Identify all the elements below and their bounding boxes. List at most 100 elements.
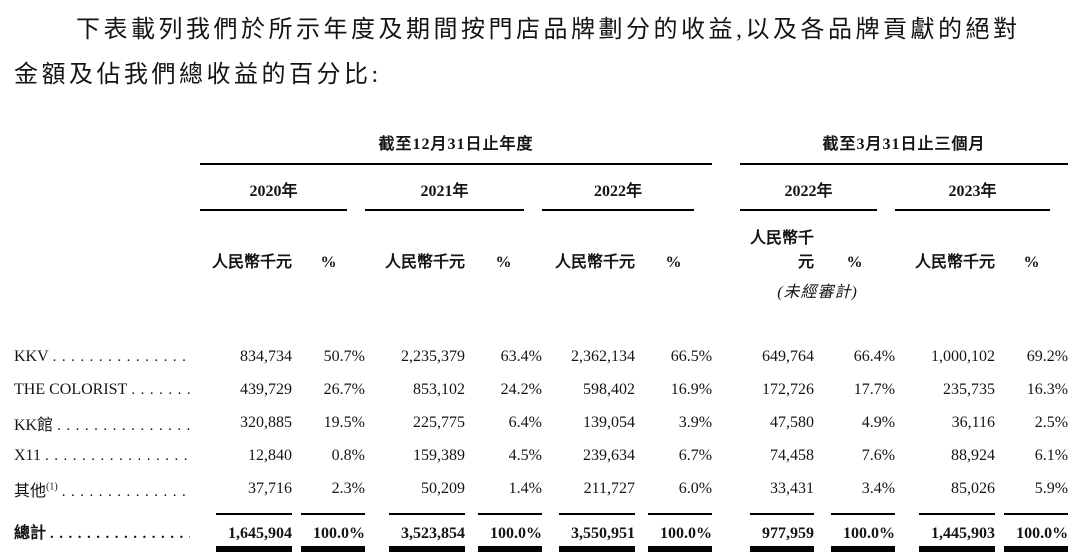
unit-header-amount: 人民幣千元	[211, 254, 292, 271]
pct-cell: 0.8%	[331, 446, 365, 464]
table-row-the-colorist: THE COLORIST 439,729 26.7% 853,102 24.2%…	[14, 373, 1068, 406]
total-pct-cell: 100.0%	[301, 512, 365, 552]
pct-cell: 69.2%	[1026, 347, 1069, 365]
total-amount-cell: 1,445,903	[919, 512, 996, 552]
amount-cell: 853,102	[413, 380, 465, 398]
year-header-2021: 2021年	[365, 165, 524, 211]
pct-cell: 16.9%	[670, 380, 713, 398]
total-row: 總計 1,645,904 100.0% 3,523,854 100.0% 3,5…	[14, 505, 1069, 557]
amount-cell: 439,729	[240, 380, 292, 398]
pct-cell: 4.5%	[508, 446, 542, 464]
pct-cell: 3.9%	[678, 413, 713, 431]
row-label: THE COLORIST	[14, 380, 128, 398]
intro-line-1: 下表載列我們於所示年度及期間按門店品牌劃分的收益,以及各品牌貢獻的絕對	[76, 17, 1021, 43]
year-header-row: 2020年 2021年 2022年 2022年 2023年	[14, 165, 1068, 211]
amount-cell: 172,726	[762, 380, 815, 398]
leader-dots	[62, 484, 190, 501]
unaudited-note: (未經審計)	[777, 284, 858, 301]
leader-dots	[45, 448, 190, 465]
year-header-2022q1: 2022年	[740, 165, 878, 211]
amount-cell: 12,840	[248, 446, 292, 464]
amount-cell: 88,924	[951, 446, 996, 464]
pct-cell: 6.0%	[678, 479, 713, 497]
row-label: KKV	[14, 347, 49, 365]
pct-cell: 6.4%	[508, 413, 542, 431]
row-label: 其他	[14, 482, 47, 500]
unit-header-amount: 人民幣千元	[915, 254, 996, 271]
amount-cell: 139,054	[583, 413, 635, 431]
revenue-by-brand-table: 截至12月31日止年度 截至3月31日止三個月 2020年 2021年 2022…	[14, 130, 1069, 557]
table-row-kk-guan: KK館 320,885 19.5% 225,775 6.4% 139,054 3…	[14, 406, 1068, 439]
unit-header-pct: %	[495, 254, 512, 271]
unit-header-amount: 人民幣千元	[554, 254, 635, 271]
pct-cell: 4.9%	[861, 413, 896, 431]
intro-paragraph: 下表載列我們於所示年度及期間按門店品牌劃分的收益,以及各品牌貢獻的絕對 金額及佔…	[14, 8, 1068, 98]
pct-cell: 1.4%	[508, 479, 542, 497]
amount-cell: 211,727	[583, 479, 635, 497]
amount-cell: 36,116	[951, 413, 996, 431]
amount-cell: 2,235,379	[401, 347, 465, 365]
pct-cell: 6.7%	[678, 446, 713, 464]
total-pct-cell: 100.0%	[1004, 512, 1069, 552]
amount-cell: 235,735	[943, 380, 996, 398]
group-header-three-months: 截至3月31日止三個月	[740, 130, 1069, 165]
pct-cell: 3.4%	[861, 479, 896, 497]
unit-header-amount: 人民幣千元	[384, 254, 465, 271]
amount-cell: 50,209	[421, 479, 465, 497]
pct-cell: 5.9%	[1034, 479, 1069, 497]
table-row-others: 其他(1) 37,716 2.3% 50,209 1.4% 211,727 6.…	[14, 472, 1068, 505]
total-amount-cell: 977,959	[750, 512, 815, 552]
leader-dots	[131, 382, 190, 399]
column-gap	[712, 130, 740, 165]
table-row-x11: X11 12,840 0.8% 159,389 4.5% 239,634 6.7…	[14, 439, 1068, 472]
group-header-row: 截至12月31日止年度 截至3月31日止三個月	[14, 130, 1069, 165]
pct-cell: 16.3%	[1026, 380, 1069, 398]
pct-cell: 26.7%	[323, 380, 365, 398]
amount-cell: 1,000,102	[931, 347, 996, 365]
year-header-2020: 2020年	[200, 165, 347, 211]
amount-cell: 159,389	[413, 446, 465, 464]
amount-cell: 834,734	[240, 347, 292, 365]
total-pct-cell: 100.0%	[831, 512, 896, 552]
total-pct-cell: 100.0%	[478, 512, 542, 552]
unit-header-amount: 人民幣千元	[750, 230, 815, 271]
table-row-kkv: KKV 834,734 50.7% 2,235,379 63.4% 2,362,…	[14, 340, 1068, 373]
amount-cell: 225,775	[413, 413, 465, 431]
intro-line-2: 金額及佔我們總收益的百分比:	[14, 62, 382, 88]
amount-cell: 85,026	[951, 479, 996, 497]
amount-cell: 598,402	[583, 380, 635, 398]
leader-dots	[57, 418, 190, 435]
amount-cell: 649,764	[762, 347, 815, 365]
pct-cell: 6.1%	[1034, 446, 1069, 464]
amount-cell: 33,431	[770, 479, 815, 497]
leader-dots	[53, 349, 190, 366]
unit-header-row: 人民幣千元 % 人民幣千元 % 人民幣千元 % 人民幣千元 % 人民幣千元 %	[14, 211, 1068, 272]
unit-header-pct: %	[665, 254, 682, 271]
footnote-marker: (1)	[46, 481, 58, 493]
pct-cell: 2.5%	[1034, 413, 1069, 431]
pct-cell: 17.7%	[853, 380, 896, 398]
pct-cell: 66.4%	[853, 347, 896, 365]
unit-header-pct: %	[846, 254, 863, 271]
leader-dots	[50, 526, 190, 543]
unit-header-pct: %	[1023, 254, 1040, 271]
amount-cell: 239,634	[583, 446, 635, 464]
amount-cell: 47,580	[770, 413, 815, 431]
year-header-2022: 2022年	[542, 165, 695, 211]
group-header-annual: 截至12月31日止年度	[200, 130, 713, 165]
pct-cell: 2.3%	[331, 479, 365, 497]
amount-cell: 37,716	[248, 479, 292, 497]
total-amount-cell: 3,523,854	[389, 512, 465, 552]
pct-cell: 7.6%	[861, 446, 896, 464]
pct-cell: 63.4%	[500, 347, 542, 365]
total-pct-cell: 100.0%	[648, 512, 713, 552]
row-label: KK館	[14, 416, 54, 434]
amount-cell: 2,362,134	[571, 347, 635, 365]
pct-cell: 24.2%	[500, 380, 542, 398]
total-label: 總計	[14, 525, 47, 542]
pct-cell: 19.5%	[323, 413, 365, 431]
row-label: X11	[14, 446, 41, 464]
unaudited-row: (未經審計)	[14, 272, 1068, 302]
total-amount-cell: 1,645,904	[216, 512, 292, 552]
